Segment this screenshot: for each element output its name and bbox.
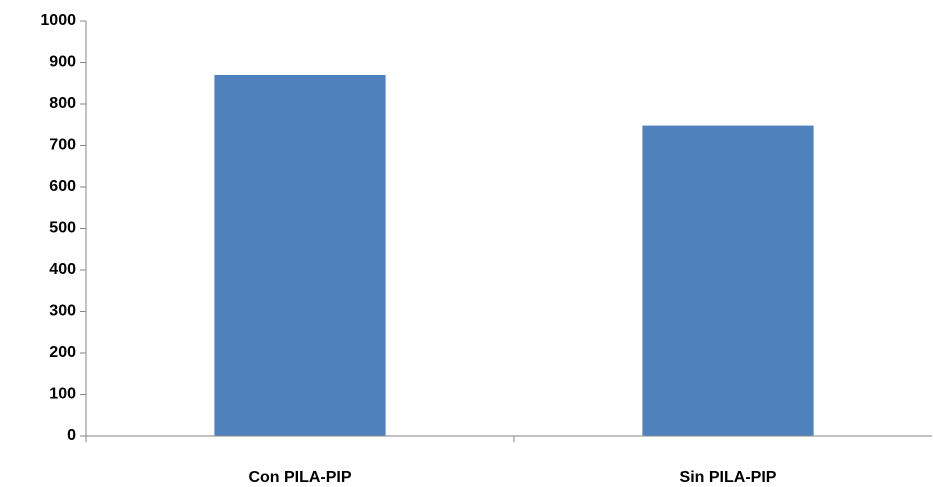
bar: [642, 125, 814, 436]
y-tick-label: 500: [49, 220, 76, 237]
y-tick-label: 400: [49, 261, 76, 278]
y-tick-label: 100: [49, 386, 76, 403]
y-tick-label: 800: [49, 95, 76, 112]
y-tick-label: 1000: [40, 12, 76, 29]
y-tick-label: 600: [49, 178, 76, 195]
bar: [214, 74, 386, 436]
y-tick-label: 200: [49, 344, 76, 361]
y-tick-label: 700: [49, 137, 76, 154]
x-tick-label: Sin PILA-PIP: [680, 469, 777, 486]
y-tick-label: 300: [49, 303, 76, 320]
y-tick-label: 900: [49, 54, 76, 71]
y-tick-label: 0: [67, 427, 76, 444]
x-tick-label: Con PILA-PIP: [248, 469, 351, 486]
